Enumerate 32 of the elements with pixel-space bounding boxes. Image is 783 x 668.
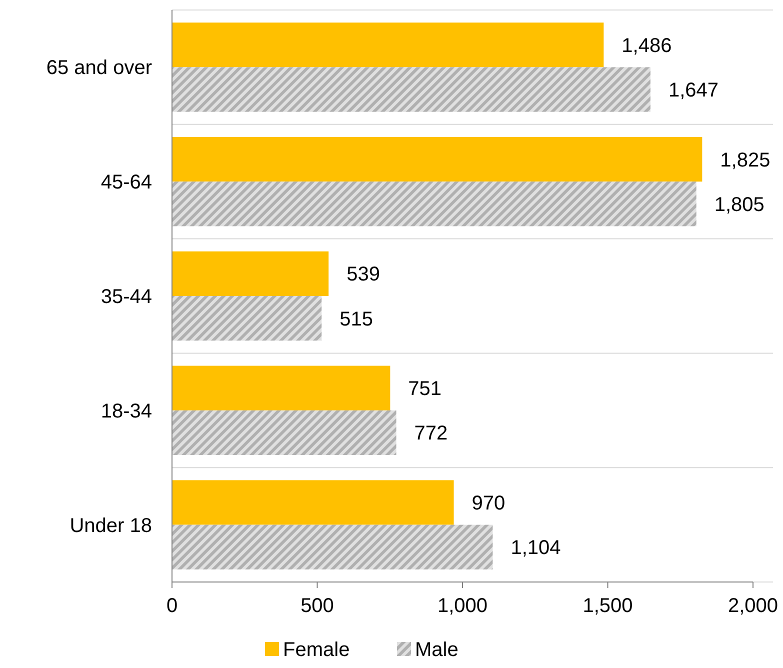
y-tick-label: 35-44	[100, 286, 152, 308]
bar	[172, 296, 322, 341]
x-tick-label: 2,000	[728, 595, 778, 617]
x-tick-label: 1,000	[437, 595, 488, 617]
y-tick-label: 65 and over	[46, 57, 152, 80]
x-tick-label: 500	[300, 595, 334, 617]
bar	[172, 182, 696, 226]
bar	[172, 22, 604, 68]
legend-label: Male	[415, 639, 458, 661]
bar	[172, 410, 396, 456]
data-label: 970	[472, 492, 506, 514]
y-tick-label: 18-34	[100, 400, 152, 422]
data-label: 1,486	[622, 34, 672, 57]
data-label: 751	[408, 378, 442, 400]
data-label: 1,104	[510, 537, 561, 560]
bar	[172, 524, 493, 570]
data-label: 539	[346, 264, 380, 286]
data-label: 515	[340, 308, 373, 330]
bar	[172, 67, 650, 112]
bar	[172, 136, 702, 182]
bar	[172, 480, 454, 525]
bar	[172, 366, 390, 410]
y-tick-label: Under 18	[70, 514, 152, 537]
y-tick-label: 45-64	[100, 172, 152, 194]
data-label: 1,805	[714, 194, 764, 216]
data-label: 1,825	[720, 149, 770, 172]
legend-label: Female	[283, 639, 350, 661]
x-tick-label: 0	[166, 595, 178, 617]
data-label: 772	[414, 422, 448, 445]
data-label: 1,647	[668, 80, 719, 102]
x-tick-label: 1,500	[582, 595, 633, 617]
bar	[172, 251, 329, 296]
